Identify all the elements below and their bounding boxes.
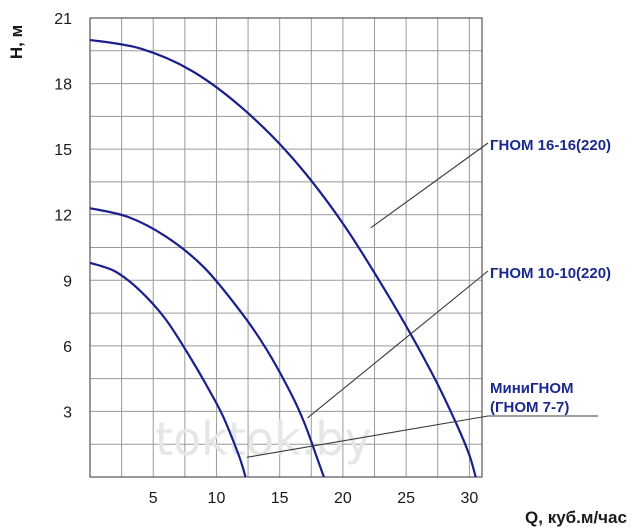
y-tick-label: 9	[63, 273, 72, 290]
leader-line	[246, 415, 489, 458]
x-tick-label: 15	[271, 490, 289, 507]
x-tick-label: 25	[397, 490, 415, 507]
curve-labels: ГНОМ 16-16(220) ГНОМ 10-10(220) МиниГНОМ (Г…	[490, 137, 611, 416]
y-tick-label: 15	[54, 142, 72, 159]
y-axis-title: H, м	[7, 25, 26, 59]
series-curves	[89, 38, 477, 478]
y-tick-label: 21	[54, 11, 72, 28]
series-curve-3	[89, 261, 247, 478]
watermark: toktok.by	[155, 412, 372, 466]
x-tick-label: 30	[460, 490, 478, 507]
curve-label-3: (ГНОМ 7-7)	[490, 399, 569, 416]
x-tick-label: 20	[334, 490, 352, 507]
series-curve-1	[89, 38, 477, 478]
curve-label-3: МиниГНОМ	[490, 380, 574, 397]
leader-line	[370, 142, 489, 229]
x-axis-title: Q, куб.м/час	[525, 508, 627, 527]
y-tick-label: 18	[54, 77, 72, 94]
x-tick-label: 10	[208, 490, 226, 507]
x-tick-labels: 5 10 15 20 25 30	[149, 490, 479, 507]
x-tick-label: 5	[149, 490, 158, 507]
y-tick-label: 6	[63, 339, 72, 356]
leader-lines	[246, 142, 598, 458]
curve-label-1: ГНОМ 16-16(220)	[490, 137, 611, 154]
curve-label-2: ГНОМ 10-10(220)	[490, 265, 611, 282]
leader-line	[307, 270, 489, 419]
y-tick-label: 3	[63, 404, 72, 421]
series-curve-2	[89, 207, 325, 478]
y-tick-labels: 3 6 9 12 15 18 21	[54, 11, 72, 421]
y-tick-label: 12	[54, 208, 72, 225]
grid-lines	[89, 17, 483, 478]
plot-frame	[89, 17, 483, 478]
